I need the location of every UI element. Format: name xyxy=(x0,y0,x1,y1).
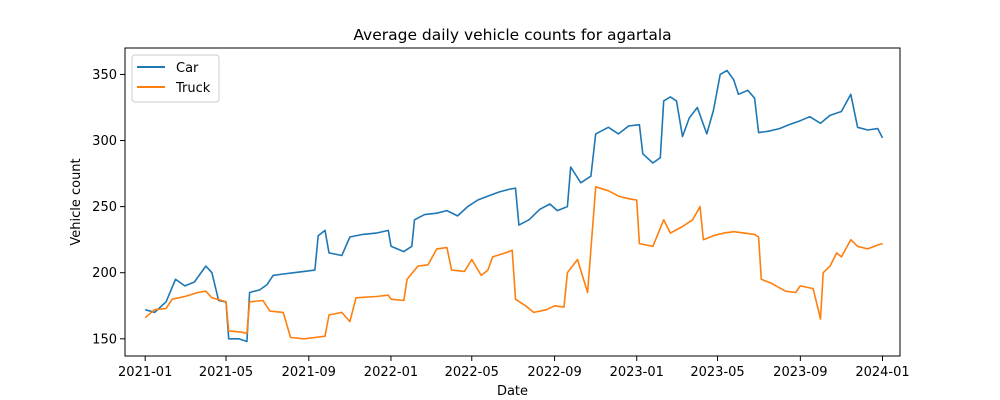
x-tick-label: 2021-09 xyxy=(282,365,336,380)
legend: Car Truck xyxy=(131,54,220,103)
series-line-car xyxy=(144,69,884,343)
plot-frame xyxy=(124,47,901,357)
y-tick-label: 250 xyxy=(92,200,117,215)
x-tick-label: 2022-05 xyxy=(445,365,499,380)
x-axis-label: Date xyxy=(497,384,528,399)
legend-label-car: Car xyxy=(176,61,199,76)
y-axis-label: Vehicle count xyxy=(69,158,84,245)
y-axis-ticks: 150 200 250 300 350 xyxy=(92,68,125,347)
x-tick-label: 2021-01 xyxy=(118,365,172,380)
x-tick-label: 2023-01 xyxy=(610,365,664,380)
y-tick-label: 200 xyxy=(92,266,117,281)
x-tick-label: 2024-01 xyxy=(855,365,909,380)
series-line-truck xyxy=(144,186,883,340)
x-tick-label: 2022-09 xyxy=(527,365,581,380)
x-axis-ticks: 2021-01 2021-05 2021-09 2022-01 2022-05 2022-… xyxy=(118,356,910,380)
chart-title: Average daily vehicle counts for agartal… xyxy=(353,26,671,44)
x-tick-label: 2021-05 xyxy=(199,365,253,380)
x-tick-label: 2023-09 xyxy=(773,365,827,380)
legend-label-truck: Truck xyxy=(175,81,211,96)
series-lines xyxy=(144,69,884,343)
x-tick-label: 2023-05 xyxy=(690,365,744,380)
y-tick-label: 350 xyxy=(92,68,117,83)
y-tick-label: 300 xyxy=(92,134,117,149)
x-tick-label: 2022-01 xyxy=(364,365,418,380)
y-tick-label: 150 xyxy=(92,332,117,347)
